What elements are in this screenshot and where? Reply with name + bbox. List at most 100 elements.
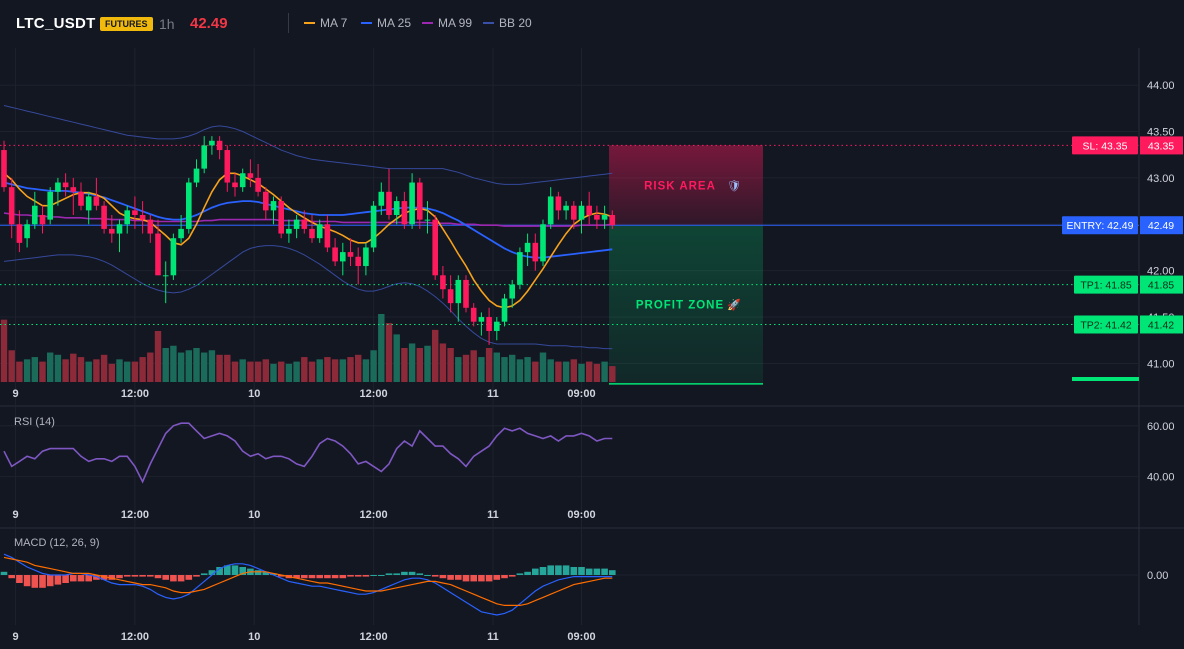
macd-histogram-bar bbox=[470, 575, 477, 582]
candle-body bbox=[39, 215, 46, 225]
symbol-name[interactable]: LTC_USDT bbox=[16, 15, 96, 32]
macd-histogram-bar bbox=[362, 575, 370, 577]
volume-bar bbox=[31, 357, 38, 382]
level-tag bbox=[1074, 315, 1138, 334]
volume-bar bbox=[509, 354, 516, 382]
volume-bar bbox=[432, 329, 439, 382]
legend-ma99[interactable]: MA 99 bbox=[422, 16, 472, 30]
macd-histogram-bar bbox=[70, 575, 77, 582]
macd-histogram-bar bbox=[609, 570, 616, 575]
volume-bar bbox=[285, 363, 293, 382]
macd-histogram-bar bbox=[539, 567, 547, 575]
candle-body bbox=[286, 228, 292, 234]
candle-body bbox=[209, 140, 215, 146]
candle-body bbox=[563, 205, 569, 211]
time-tick-label: 9 bbox=[12, 388, 18, 400]
last-price: 42.49 bbox=[190, 15, 228, 32]
candle-body bbox=[524, 242, 531, 253]
candle-body bbox=[78, 191, 84, 206]
volume-bar bbox=[193, 348, 200, 382]
price-tick-label: 42.00 bbox=[1147, 266, 1175, 278]
candle-body bbox=[124, 210, 130, 225]
macd-histogram-bar bbox=[224, 565, 231, 575]
macd-histogram-bar bbox=[123, 575, 131, 577]
macd-histogram-bar bbox=[378, 575, 385, 576]
macd-histogram-bar bbox=[431, 575, 439, 577]
macd-signal-line bbox=[3, 556, 613, 606]
legend-bb20[interactable]: BB 20 bbox=[483, 16, 532, 30]
macd-histogram-bar bbox=[316, 575, 323, 579]
volume-bar bbox=[108, 363, 115, 382]
rsi-line bbox=[3, 422, 613, 484]
macd-histogram-bar bbox=[100, 575, 108, 580]
level-tag bbox=[1062, 216, 1138, 235]
level-tag bbox=[1072, 136, 1138, 155]
candle-body bbox=[147, 219, 154, 234]
candle-body bbox=[70, 187, 77, 192]
time-tick-label: 9 bbox=[12, 509, 18, 521]
candle-body bbox=[393, 201, 400, 215]
candle-body bbox=[463, 279, 469, 308]
candle-body bbox=[347, 252, 354, 257]
candle-body bbox=[16, 224, 23, 243]
profit-zone bbox=[609, 225, 763, 384]
macd-histogram-bar bbox=[93, 575, 100, 580]
candle-body bbox=[193, 168, 200, 183]
volume-bar bbox=[370, 350, 377, 382]
level-tag bbox=[1074, 275, 1138, 294]
macd-histogram-bar bbox=[370, 575, 377, 576]
candle-body bbox=[55, 182, 61, 192]
candle-body bbox=[247, 173, 254, 178]
volume-bar bbox=[54, 354, 62, 382]
macd-histogram-bar bbox=[508, 575, 516, 577]
time-tick-label: 9 bbox=[12, 631, 18, 643]
macd-histogram-bar bbox=[547, 565, 554, 575]
candle-body bbox=[316, 224, 323, 239]
volume-bar bbox=[23, 359, 31, 382]
level-tag-label: SL: 43.35 bbox=[1083, 140, 1128, 152]
candle-body bbox=[386, 191, 392, 215]
volume-bar bbox=[462, 354, 470, 382]
volume-bar bbox=[254, 361, 262, 382]
time-tick-label: 11 bbox=[487, 388, 499, 400]
axis-price-tag bbox=[1140, 136, 1183, 155]
candle-body bbox=[540, 224, 546, 262]
volume-bar bbox=[185, 350, 192, 382]
timeframe-label[interactable]: 1h bbox=[159, 16, 175, 32]
legend-ma99-label: MA 99 bbox=[438, 16, 473, 30]
candle-body bbox=[378, 191, 385, 206]
macd-histogram-bar bbox=[31, 575, 39, 588]
candle-body bbox=[332, 247, 338, 262]
volume-bar bbox=[147, 352, 154, 382]
price-tick-label: 43.50 bbox=[1147, 127, 1175, 139]
volume-bar bbox=[47, 352, 54, 382]
candle-body bbox=[440, 275, 446, 290]
macd-histogram-bar bbox=[485, 575, 493, 582]
volume-bar bbox=[339, 359, 346, 382]
volume-bar bbox=[470, 350, 477, 382]
legend-ma25[interactable]: MA 25 bbox=[361, 16, 411, 30]
shield-icon: 🛡 bbox=[727, 179, 741, 192]
rsi-title: RSI (14) bbox=[14, 416, 55, 428]
macd-histogram-bar bbox=[54, 575, 62, 585]
candle-body bbox=[170, 238, 177, 276]
macd-histogram-bar bbox=[139, 575, 146, 577]
macd-histogram-bar bbox=[385, 573, 393, 575]
legend-ma7[interactable]: MA 7 bbox=[304, 16, 347, 30]
time-tick-label: 11 bbox=[487, 631, 499, 643]
macd-histogram-bar bbox=[339, 575, 347, 579]
time-tick-label: 12:00 bbox=[121, 631, 149, 643]
legend-bb20-label: BB 20 bbox=[499, 16, 532, 30]
volume-bar bbox=[493, 352, 500, 382]
time-tick-label: 12:00 bbox=[360, 388, 388, 400]
macd-histogram-bar bbox=[147, 575, 154, 577]
macd-histogram-bar bbox=[170, 575, 177, 582]
macd-histogram-bar bbox=[478, 575, 485, 582]
volume-bar bbox=[378, 314, 385, 382]
macd-histogram-bar bbox=[177, 575, 185, 582]
volume-bar bbox=[162, 348, 169, 382]
volume-bar bbox=[532, 361, 539, 382]
volume-bar bbox=[278, 361, 285, 382]
volume-bar bbox=[478, 357, 485, 382]
